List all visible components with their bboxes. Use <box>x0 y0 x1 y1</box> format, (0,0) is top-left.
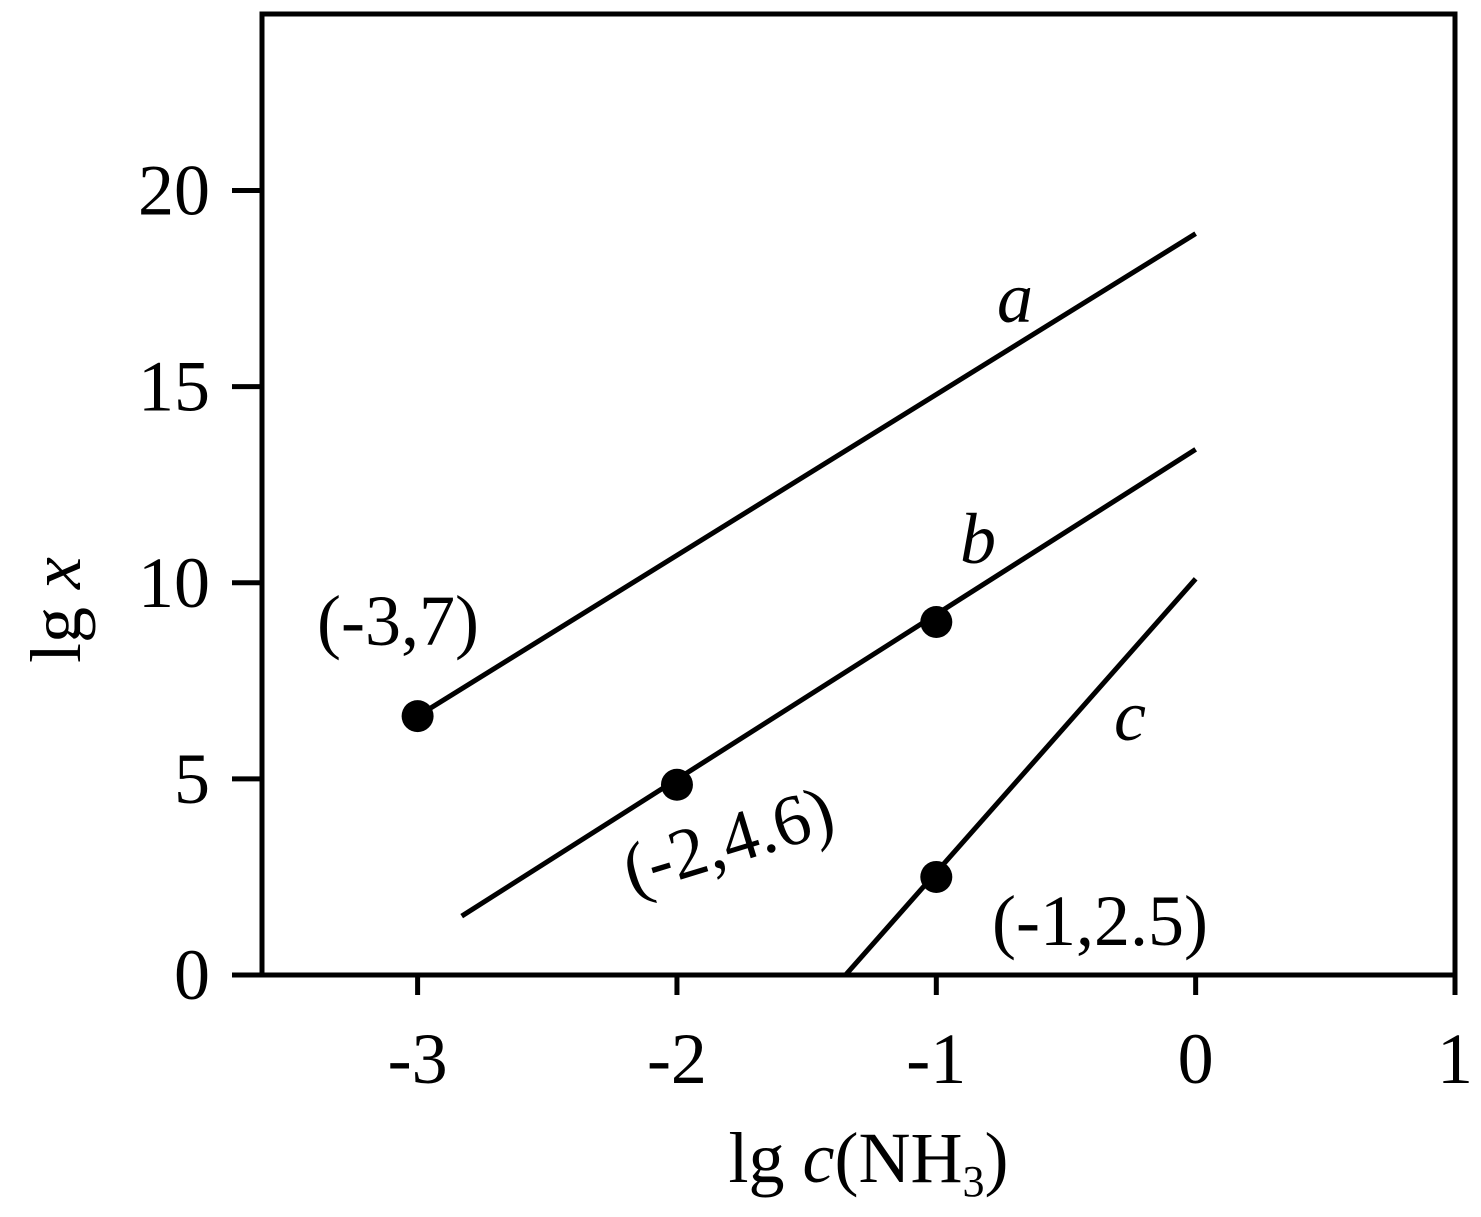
series-label-c: c <box>1114 676 1146 756</box>
series-line-b <box>460 447 1197 919</box>
plot-border <box>259 11 1458 978</box>
series-label-a: a <box>997 258 1033 338</box>
series-line-a <box>416 231 1197 719</box>
data-point <box>401 700 434 733</box>
y-axis-label: lg x <box>16 557 96 663</box>
x-tick-label: -2 <box>647 1019 707 1099</box>
x-tick-label: 0 <box>1178 1019 1214 1099</box>
series-label-b: b <box>960 499 996 579</box>
y-tick-label: 15 <box>138 347 210 427</box>
data-point-label: (-3,7) <box>317 581 479 661</box>
y-tick-label: 20 <box>138 151 210 231</box>
x-tick-label: -1 <box>906 1019 966 1099</box>
data-points <box>401 605 953 893</box>
series-lines <box>416 231 1198 977</box>
x-tick-label: -3 <box>388 1019 448 1099</box>
y-tick-label: 0 <box>174 935 210 1015</box>
x-axis-label: lg c(NH3) <box>729 1118 1009 1206</box>
data-point <box>920 860 953 893</box>
data-point-label: (-1,2.5) <box>992 881 1208 961</box>
axis-ticks <box>232 188 1458 995</box>
data-point <box>660 768 693 801</box>
series-line-c <box>843 577 1198 977</box>
data-point <box>920 605 953 638</box>
plot-frame <box>259 11 1458 978</box>
data-point-label: (-2,4.6) <box>613 770 843 910</box>
y-tick-label: 5 <box>174 739 210 819</box>
y-tick-label: 10 <box>138 543 210 623</box>
x-tick-label: 1 <box>1437 1019 1473 1099</box>
